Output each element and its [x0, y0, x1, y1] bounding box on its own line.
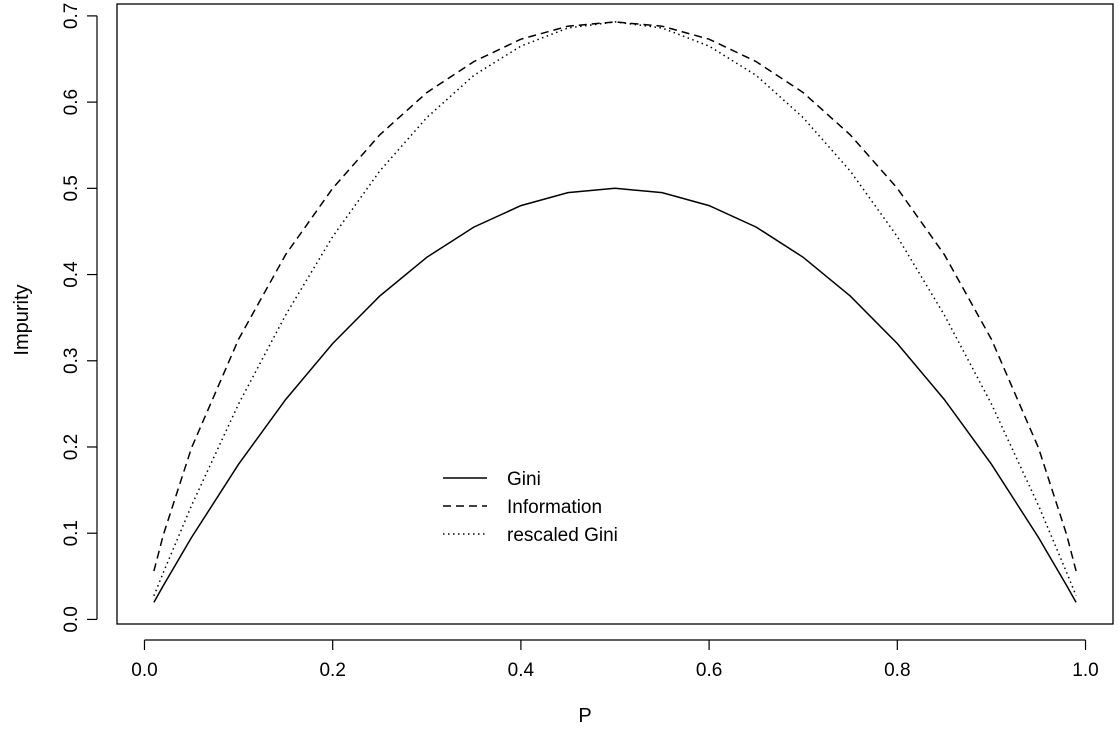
series-layer	[153, 21, 1077, 603]
x-axis: 0.0 0.2 0.4 0.6 0.8 1.0	[131, 639, 1099, 681]
x-tick-label: 0.8	[884, 660, 910, 681]
y-tick-label: 0.6	[61, 89, 82, 115]
y-tick-label: 0.0	[61, 606, 82, 632]
series-line-gini	[153, 187, 1077, 603]
legend-label: Gini	[507, 469, 541, 490]
legend: Gini Information rescaled Gini	[443, 469, 618, 546]
y-tick-label: 0.4	[61, 261, 82, 288]
x-tick-label: 0.2	[319, 660, 345, 681]
y-tick-label: 0.5	[61, 175, 82, 201]
y-axis-label: Impurity	[11, 284, 33, 355]
x-tick-label: 0.6	[696, 660, 722, 681]
legend-label: Information	[507, 497, 602, 518]
y-axis: 0.0 0.1 0.2 0.3 0.4 0.5 0.6 0.7	[61, 3, 98, 633]
x-axis-label: P	[578, 705, 591, 727]
legend-label: rescaled Gini	[507, 525, 618, 546]
series-line-information	[153, 21, 1077, 572]
series-line-rescaled-gini	[153, 21, 1077, 597]
x-tick-label: 0.4	[508, 660, 535, 681]
x-tick-label: 1.0	[1072, 660, 1098, 681]
y-tick-label: 0.1	[61, 520, 82, 546]
y-tick-label: 0.3	[61, 348, 82, 374]
y-tick-label: 0.2	[61, 434, 82, 460]
x-tick-label: 0.0	[131, 660, 157, 681]
plot-frame	[116, 3, 1114, 625]
y-tick-label: 0.7	[61, 3, 82, 29]
